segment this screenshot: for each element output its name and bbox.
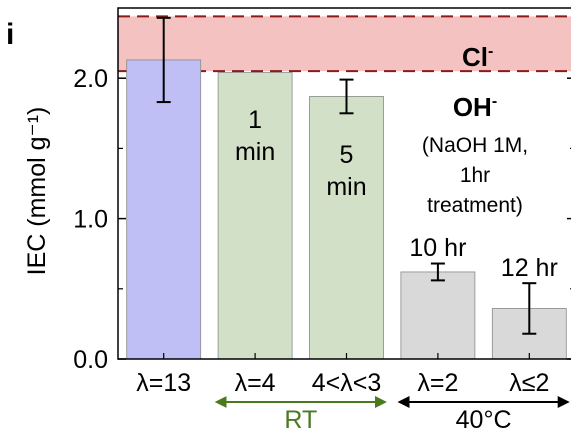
- bars-group: [126, 59, 567, 360]
- y-ticks-group: 0.0 1.0 2.0: [73, 65, 571, 374]
- bar-3: [400, 271, 476, 360]
- x-tick-label-4: λ≤2: [509, 369, 549, 397]
- x-tick-label-0: λ=13: [136, 369, 191, 397]
- bar-annotations-group: 1 min 5 min 10 hr 12 hr: [235, 106, 558, 282]
- bar-0: [126, 59, 202, 360]
- error-bars-group: [156, 16, 537, 335]
- hydroxide-label-sup: -: [492, 93, 497, 110]
- hydroxide-label: OH-: [453, 92, 497, 122]
- x-tick-label-2: 4<λ<3: [312, 369, 382, 397]
- panel-label: i: [6, 18, 14, 51]
- bar-annotation-4-0: 12 hr: [501, 254, 558, 282]
- y-tick-label-2: 2.0: [73, 65, 108, 93]
- y-axis-label: IEC (mmol g⁻¹): [23, 107, 51, 276]
- treatment-line-1: (NaOH 1M,: [422, 134, 528, 157]
- bar-annotation-2-0: 5: [340, 141, 354, 169]
- x-tick-label-3: λ=2: [417, 369, 458, 397]
- x-tick-labels-group: λ=13 λ=4 4<λ<3 λ=2 λ≤2: [136, 369, 549, 397]
- chloride-label-sup: -: [488, 43, 493, 60]
- y-tick-label-1: 1.0: [73, 206, 108, 234]
- bar-annotation-2-1: min: [326, 173, 366, 201]
- bar-2: [309, 96, 384, 360]
- bar-annotation-1-0: 1: [248, 106, 262, 134]
- bar-annotation-1-1: min: [235, 138, 275, 166]
- bar-annotation-3-0: 10 hr: [409, 234, 466, 262]
- x-tick-label-1: λ=4: [235, 369, 276, 397]
- y-tick-label-0: 0.0: [73, 346, 108, 374]
- bar-1: [217, 72, 293, 360]
- treatment-line-3: treatment): [427, 194, 523, 217]
- rt-group-label: RT: [284, 406, 317, 433]
- treatment-line-2: 1hr: [460, 164, 490, 187]
- hydroxide-label-text: OH: [453, 92, 492, 122]
- 40c-group-label: 40°C: [456, 406, 512, 433]
- chloride-label: Cl-: [462, 42, 493, 72]
- chloride-label-text: Cl: [462, 42, 488, 72]
